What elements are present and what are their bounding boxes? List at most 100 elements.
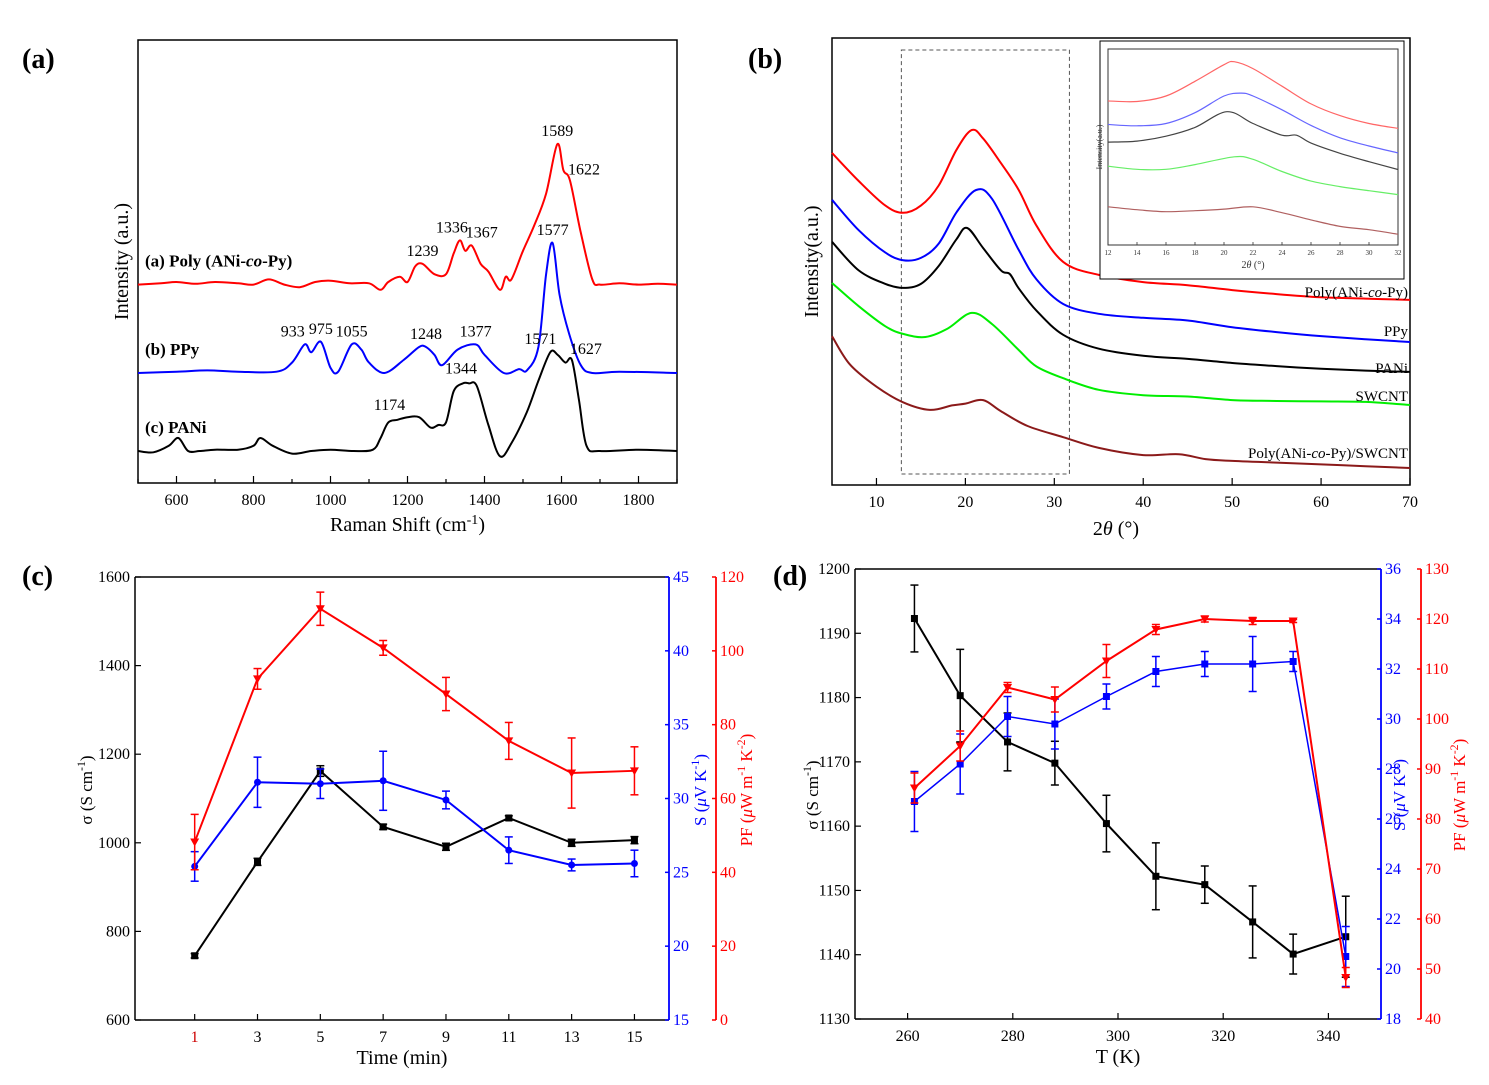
y-tick-label: 70 [1425, 861, 1441, 878]
data-point [568, 861, 576, 869]
x-tick-label: 1800 [623, 492, 655, 509]
y-tick-label: 1130 [819, 1011, 850, 1028]
y-tick-label: 110 [1425, 661, 1448, 678]
x-tick-label: 1000 [315, 492, 347, 509]
data-point [629, 767, 639, 776]
y-tick-label: 28 [1385, 761, 1401, 778]
data-point [568, 839, 576, 847]
power-factor-axis-label: PF (μW m-1 K-2) [734, 734, 756, 847]
data-point [630, 836, 638, 844]
panel-label: (c) [22, 561, 53, 592]
x-tick-label: 1400 [469, 492, 501, 509]
seebeck-axis-label: S (μV K-1) [688, 754, 710, 826]
label-part: ) [1390, 759, 1409, 765]
data-point [910, 615, 918, 622]
data-point [956, 760, 964, 768]
series-line-copolymer [831, 128, 1411, 301]
label-part: μ [737, 809, 756, 819]
peak-annotation: 933 [281, 323, 305, 340]
series-line-pani [137, 349, 678, 458]
y-tick-label: 80 [720, 717, 736, 734]
inset: 12 14 16 18 20 22 24 26 28 30 32 2θ (°) Intensity(a.… [1095, 40, 1405, 280]
data-point [1102, 820, 1110, 828]
seebeck-axis-label: S (μV K-1) [1387, 759, 1409, 831]
x-tick-label: 50 [1224, 494, 1240, 511]
label-part: -1 [800, 766, 814, 776]
data-point [1249, 660, 1257, 668]
y-tick-label: 60 [1425, 911, 1441, 928]
series-seebeck [910, 635, 1350, 988]
x-tick-label: 30 [1046, 494, 1062, 511]
x-tick-label: 1200 [392, 492, 424, 509]
label-part: μ [1450, 814, 1469, 824]
inset-x-tick-label: 14 [1134, 249, 1142, 257]
data-point [1152, 872, 1160, 880]
y-tick-label: 1200 [98, 746, 130, 763]
data-point [1201, 660, 1209, 668]
series-power-factor [190, 591, 639, 871]
x-axis-label: Raman Shift (cm-1) [330, 513, 485, 537]
label-part: K [1450, 754, 1469, 771]
peak-annotation: 1377 [460, 323, 492, 340]
data-point [1249, 918, 1257, 926]
x-tick-label: 800 [242, 492, 266, 509]
label-part: PANi [1375, 361, 1408, 377]
label-part: (°) [1251, 260, 1264, 271]
y-tick-label: 1200 [818, 561, 850, 578]
data-point [441, 690, 451, 699]
label-part: -1 [1447, 771, 1461, 781]
series-line-pani [831, 226, 1411, 373]
y-axis-label: Intensity(a.u.) [801, 205, 823, 317]
panel-label: (b) [748, 44, 782, 75]
label-part: -1 [734, 766, 748, 776]
label-part: (b) PPy [145, 340, 200, 359]
y-tick-label: 45 [673, 569, 689, 586]
x-tick-label: 260 [896, 1028, 920, 1045]
x-axis-label: 2θ (°) [1093, 518, 1139, 540]
y-tick-label: 35 [673, 717, 689, 734]
x-axis-label: Time (min) [357, 1047, 448, 1069]
data-point [505, 814, 513, 822]
peak-annotation: 1367 [466, 225, 498, 242]
inset-x-axis-label: 2θ (°) [1241, 260, 1264, 271]
label-part: -2 [734, 739, 748, 749]
y-tick-label: 800 [106, 923, 130, 940]
highlight-box [900, 49, 1070, 475]
power-factor-axis-label: PF (μW m-1 K-2) [1447, 739, 1469, 852]
y-tick-label: 20 [720, 938, 736, 955]
data-point [1152, 668, 1160, 675]
x-tick-label: 340 [1316, 1028, 1340, 1045]
y-tick-label: 120 [1425, 611, 1449, 628]
y-tick-label: 90 [1425, 761, 1441, 778]
y-tick-label: 1150 [819, 882, 850, 899]
x-tick-label: 15 [626, 1029, 642, 1046]
data-point [1151, 626, 1161, 634]
peak-annotation: 975 [309, 321, 333, 338]
label-part: (c) PANi [145, 418, 207, 437]
label-part: K [737, 749, 756, 766]
y-tick-label: 130 [1425, 561, 1449, 578]
data-point [379, 823, 387, 831]
peak-annotation: 1248 [410, 326, 442, 343]
label-part: -Py)/SWCNT [1326, 446, 1409, 462]
y-tick-label: 1180 [819, 690, 850, 707]
panel-d: (d) 260 280 300 320 340 T (K) 1130 1140 1150 1160 1… [773, 561, 1469, 1068]
data-point [1050, 696, 1060, 704]
label-part: -1 [74, 761, 88, 771]
label-part: S ( [1390, 811, 1409, 831]
sigma-axis-label: σ (S cm-1) [800, 760, 822, 829]
x-tick-label: 70 [1402, 494, 1418, 511]
data-point [1102, 693, 1110, 700]
y-tick-label: 40 [1425, 1011, 1441, 1028]
peak-annotation: 1174 [374, 397, 405, 414]
data-point [253, 675, 263, 684]
series-label-copolymer: Poly(ANi-co-Py) [1305, 285, 1408, 301]
label-part: PF ( [737, 817, 756, 846]
y-tick-label: 1160 [819, 818, 850, 835]
x-tick-label: 10 [868, 494, 884, 511]
label-part: -1 [688, 760, 702, 770]
label-part: μ [691, 798, 710, 808]
series-label: (c) PANi [145, 418, 207, 437]
panel-label: (a) [22, 44, 55, 75]
data-point [956, 692, 964, 700]
